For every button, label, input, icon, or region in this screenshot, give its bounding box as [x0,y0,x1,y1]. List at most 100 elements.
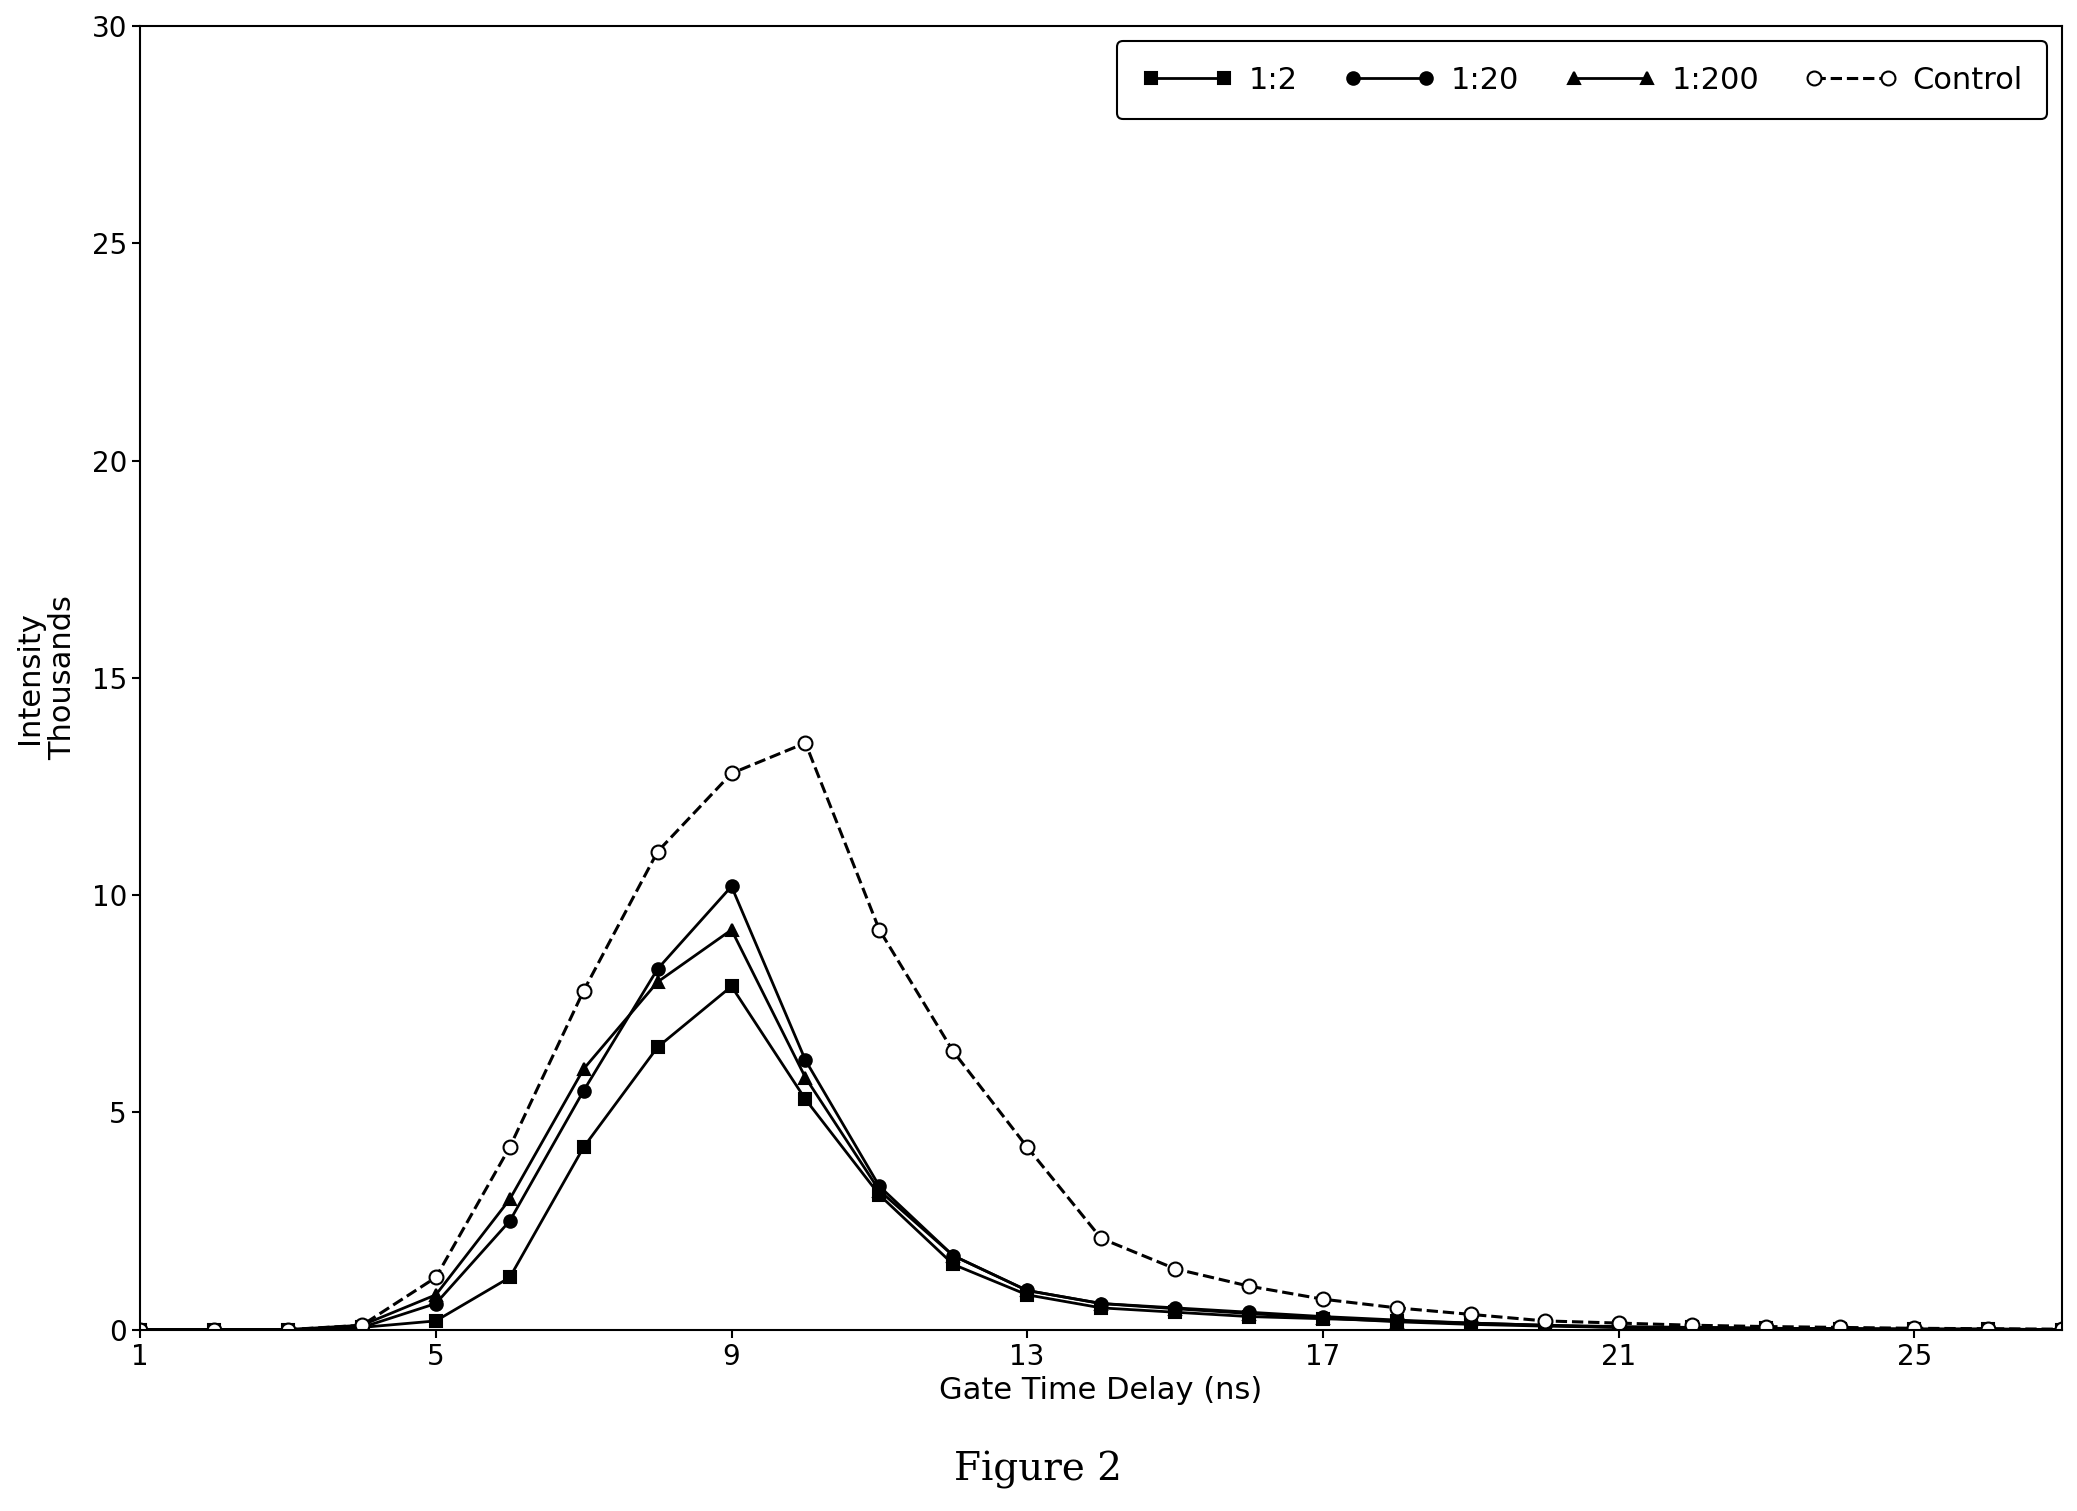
1:2 [1903,1321,1927,1339]
1:2 [1311,1310,1336,1328]
Line: 1:20: 1:20 [133,879,2069,1336]
1:2 [349,1319,374,1337]
1:2 [1975,1321,2000,1339]
1:20 [941,1247,966,1265]
1:2 [1088,1299,1113,1318]
1:2 [1458,1315,1483,1333]
Control [1163,1260,1188,1278]
1:200 [1680,1319,1705,1337]
1:200 [349,1316,374,1334]
1:20 [201,1321,226,1339]
1:20 [793,1052,818,1070]
1:2 [941,1256,966,1274]
1:200 [1236,1304,1261,1322]
1:20 [1975,1321,2000,1339]
Control [496,1138,521,1156]
1:20 [1311,1307,1336,1325]
1:20 [1828,1319,1853,1337]
1:2 [793,1091,818,1109]
Control [201,1321,226,1339]
1:2 [1236,1307,1261,1325]
Control [1533,1312,1558,1330]
Control [1753,1318,1778,1336]
X-axis label: Gate Time Delay (ns): Gate Time Delay (ns) [939,1377,1263,1405]
1:200 [646,973,671,991]
1:20 [1088,1295,1113,1313]
1:200 [571,1059,596,1077]
1:20 [496,1212,521,1230]
1:200 [1016,1281,1041,1299]
Control [941,1043,966,1061]
Control [1680,1316,1705,1334]
Control [1606,1315,1630,1333]
1:2 [1016,1286,1041,1304]
1:200 [866,1182,891,1200]
Control [571,982,596,1000]
1:2 [127,1321,152,1339]
1:20 [719,878,744,896]
Control [2050,1321,2075,1339]
1:20 [1903,1321,1927,1339]
1:200 [1753,1319,1778,1337]
1:2 [276,1321,301,1339]
1:200 [941,1247,966,1265]
1:2 [1680,1319,1705,1337]
1:20 [1680,1319,1705,1337]
Control [1383,1299,1408,1318]
1:20 [1753,1319,1778,1337]
1:200 [1311,1309,1336,1327]
1:20 [349,1319,374,1337]
Control [866,920,891,938]
1:20 [1533,1316,1558,1334]
Control [1828,1319,1853,1337]
Control [1903,1319,1927,1337]
1:20 [1016,1281,1041,1299]
1:200 [276,1321,301,1339]
1:2 [719,978,744,996]
1:2 [1383,1312,1408,1330]
Control [1088,1230,1113,1248]
1:2 [1533,1316,1558,1334]
Text: Figure 2: Figure 2 [955,1451,1122,1490]
Line: 1:2: 1:2 [133,981,2069,1336]
Control [1975,1319,2000,1337]
1:20 [571,1082,596,1100]
Control [646,843,671,861]
Control [127,1321,152,1339]
1:20 [424,1295,449,1313]
1:200 [424,1286,449,1304]
1:2 [496,1268,521,1286]
Control [276,1321,301,1339]
1:20 [1383,1312,1408,1330]
1:200 [201,1321,226,1339]
Line: 1:200: 1:200 [133,923,2069,1336]
Control [1311,1290,1336,1309]
1:20 [1458,1315,1483,1333]
1:200 [1383,1313,1408,1331]
1:2 [571,1138,596,1156]
Control [349,1316,374,1334]
1:20 [276,1321,301,1339]
1:200 [1088,1295,1113,1313]
1:200 [793,1068,818,1086]
1:200 [2050,1321,2075,1339]
1:200 [1606,1319,1630,1337]
Line: Control: Control [133,736,2069,1337]
1:20 [1163,1299,1188,1318]
1:2 [201,1321,226,1339]
1:2 [866,1186,891,1204]
1:20 [1236,1302,1261,1321]
1:200 [496,1191,521,1209]
Control [793,734,818,752]
1:20 [2050,1321,2075,1339]
1:20 [646,959,671,978]
Control [719,765,744,783]
Control [1458,1306,1483,1324]
1:200 [1903,1321,1927,1339]
Control [1236,1277,1261,1295]
1:200 [127,1321,152,1339]
1:2 [646,1038,671,1056]
1:2 [1606,1319,1630,1337]
1:20 [1606,1318,1630,1336]
Legend: 1:2, 1:20, 1:200, Control: 1:2, 1:20, 1:200, Control [1117,41,2046,119]
